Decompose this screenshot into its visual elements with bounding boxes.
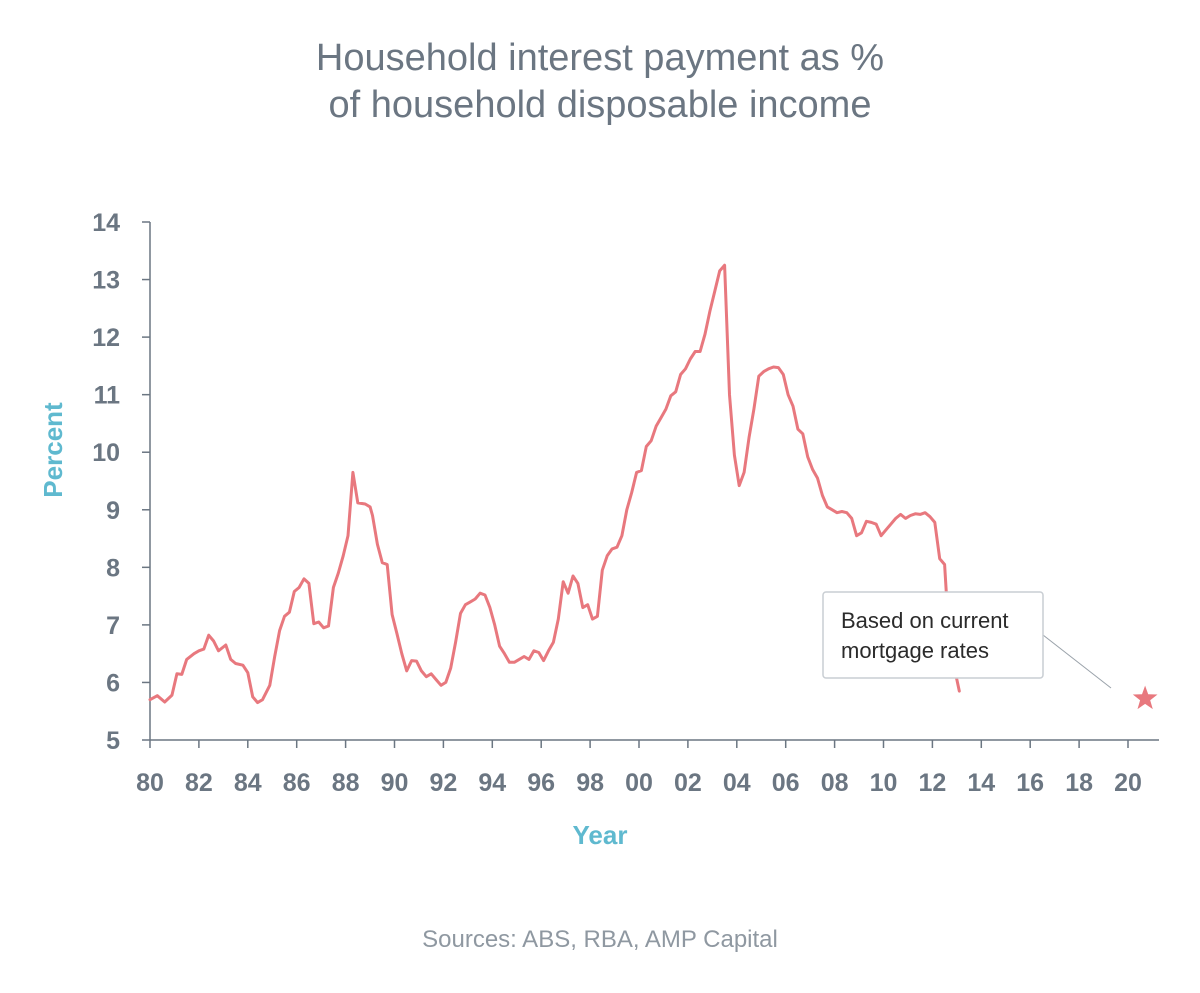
y-tick-label: 8 bbox=[106, 554, 120, 582]
x-tick-label: 94 bbox=[478, 769, 506, 797]
y-axis-title: Percent bbox=[38, 402, 68, 498]
x-tick-label: 98 bbox=[576, 769, 604, 797]
y-tick-label: 14 bbox=[92, 209, 120, 237]
annotation-callout: Based on current mortgage rates bbox=[822, 591, 1112, 689]
x-tick-label: 88 bbox=[332, 769, 360, 797]
x-tick-label: 18 bbox=[1065, 769, 1093, 797]
x-tick-label: 04 bbox=[723, 769, 751, 797]
callout-leader-line bbox=[1042, 634, 1112, 689]
x-axis-title: Year bbox=[573, 820, 628, 850]
x-tick-label: 06 bbox=[772, 769, 800, 797]
chart-title: Household interest payment as % of house… bbox=[316, 37, 884, 126]
chart-title-line-1: Household interest payment as % bbox=[316, 37, 884, 79]
y-tick-label: 6 bbox=[106, 669, 120, 697]
source-note: Sources: ABS, RBA, AMP Capital bbox=[422, 926, 778, 953]
x-tick-label: 96 bbox=[527, 769, 555, 797]
y-tick-label: 12 bbox=[92, 324, 120, 352]
x-tick-label: 14 bbox=[967, 769, 995, 797]
x-tick-label: 86 bbox=[283, 769, 311, 797]
chart-title-line-2: of household disposable income bbox=[329, 84, 872, 126]
y-tick-label: 7 bbox=[106, 612, 120, 640]
x-tick-label: 10 bbox=[870, 769, 898, 797]
x-tick-label: 08 bbox=[821, 769, 849, 797]
x-tick-label: 02 bbox=[674, 769, 702, 797]
x-tick-label: 12 bbox=[918, 769, 946, 797]
x-tick-label: 82 bbox=[185, 769, 213, 797]
y-axis: 5 6 7 8 9 10 11 12 13 14 bbox=[92, 209, 151, 755]
x-axis: 80 82 84 86 88 90 92 94 96 98 00 02 04 06 08 10 12 14 16 18… bbox=[136, 739, 1159, 797]
x-tick-label: 84 bbox=[234, 769, 262, 797]
x-tick-label: 90 bbox=[381, 769, 409, 797]
plot-area bbox=[148, 263, 1158, 710]
x-tick-label: 16 bbox=[1016, 769, 1044, 797]
y-tick-label: 10 bbox=[92, 439, 120, 467]
y-tick-label: 9 bbox=[106, 497, 120, 525]
x-tick-label: 20 bbox=[1114, 769, 1142, 797]
series-line bbox=[148, 263, 961, 705]
x-tick-label: 92 bbox=[429, 769, 457, 797]
callout-text-line-1: Based on current bbox=[841, 608, 1009, 633]
y-tick-label: 11 bbox=[94, 382, 121, 410]
x-tick-label: 80 bbox=[136, 769, 164, 797]
star-marker bbox=[1132, 685, 1158, 710]
y-tick-label: 13 bbox=[92, 267, 120, 295]
x-tick-label: 00 bbox=[625, 769, 653, 797]
callout-box bbox=[822, 591, 1044, 679]
callout-text-line-2: mortgage rates bbox=[841, 638, 989, 663]
y-tick-label: 5 bbox=[106, 727, 120, 755]
